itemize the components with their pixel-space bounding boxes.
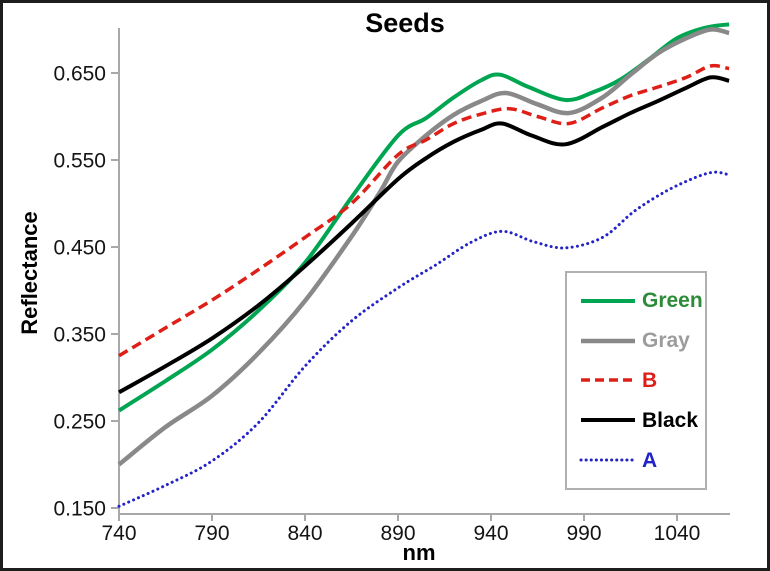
legend-label: A bbox=[642, 448, 658, 472]
y-tick-label: 0.150 bbox=[53, 498, 106, 521]
x-tick-label: 890 bbox=[380, 522, 415, 545]
x-tick-label: 990 bbox=[566, 522, 601, 545]
plot-area: 0.150 0.250 0.350 0.450 0.550 0.650 740 790 840 8… bbox=[53, 22, 731, 545]
legend-row-black: Black bbox=[579, 410, 703, 431]
legend-row-a: A bbox=[579, 450, 703, 471]
legend-row-green: Green bbox=[579, 290, 703, 311]
series-line-a bbox=[117, 170, 731, 508]
legend-line-sample-solid bbox=[581, 338, 635, 343]
y-tick-label: 0.250 bbox=[53, 411, 106, 434]
legend-label: Gray bbox=[642, 329, 690, 353]
y-axis-title: Reflectance bbox=[17, 211, 42, 335]
legend: Green Gray B Black A bbox=[565, 271, 707, 490]
series-line-b bbox=[118, 63, 730, 358]
x-axis-title: nm bbox=[402, 540, 436, 565]
x-tick-label: 840 bbox=[287, 522, 322, 545]
series-line-black bbox=[118, 75, 730, 395]
legend-line-sample-solid bbox=[581, 418, 635, 423]
x-tick-label: 740 bbox=[101, 522, 136, 545]
legend-line-sample-dashed bbox=[581, 378, 635, 383]
legend-line-sample-solid bbox=[581, 298, 635, 303]
legend-line-sample-dotted bbox=[579, 458, 637, 462]
legend-label: Black bbox=[642, 408, 699, 432]
legend-label: B bbox=[642, 368, 658, 392]
y-tick-label: 0.350 bbox=[53, 324, 106, 347]
y-tick-label: 0.450 bbox=[53, 237, 106, 260]
x-tick-label: 940 bbox=[473, 522, 508, 545]
legend-row-gray: Gray bbox=[579, 330, 703, 351]
y-tick-label: 0.550 bbox=[53, 150, 106, 173]
y-tick-label: 0.650 bbox=[53, 63, 106, 86]
legend-label: Green bbox=[642, 289, 703, 313]
x-tick-label: 790 bbox=[194, 522, 229, 545]
series-line-gray bbox=[117, 27, 730, 467]
chart-title: Seeds bbox=[365, 8, 445, 38]
legend-row-b: B bbox=[579, 370, 703, 391]
x-tick-label: 1040 bbox=[654, 522, 701, 545]
